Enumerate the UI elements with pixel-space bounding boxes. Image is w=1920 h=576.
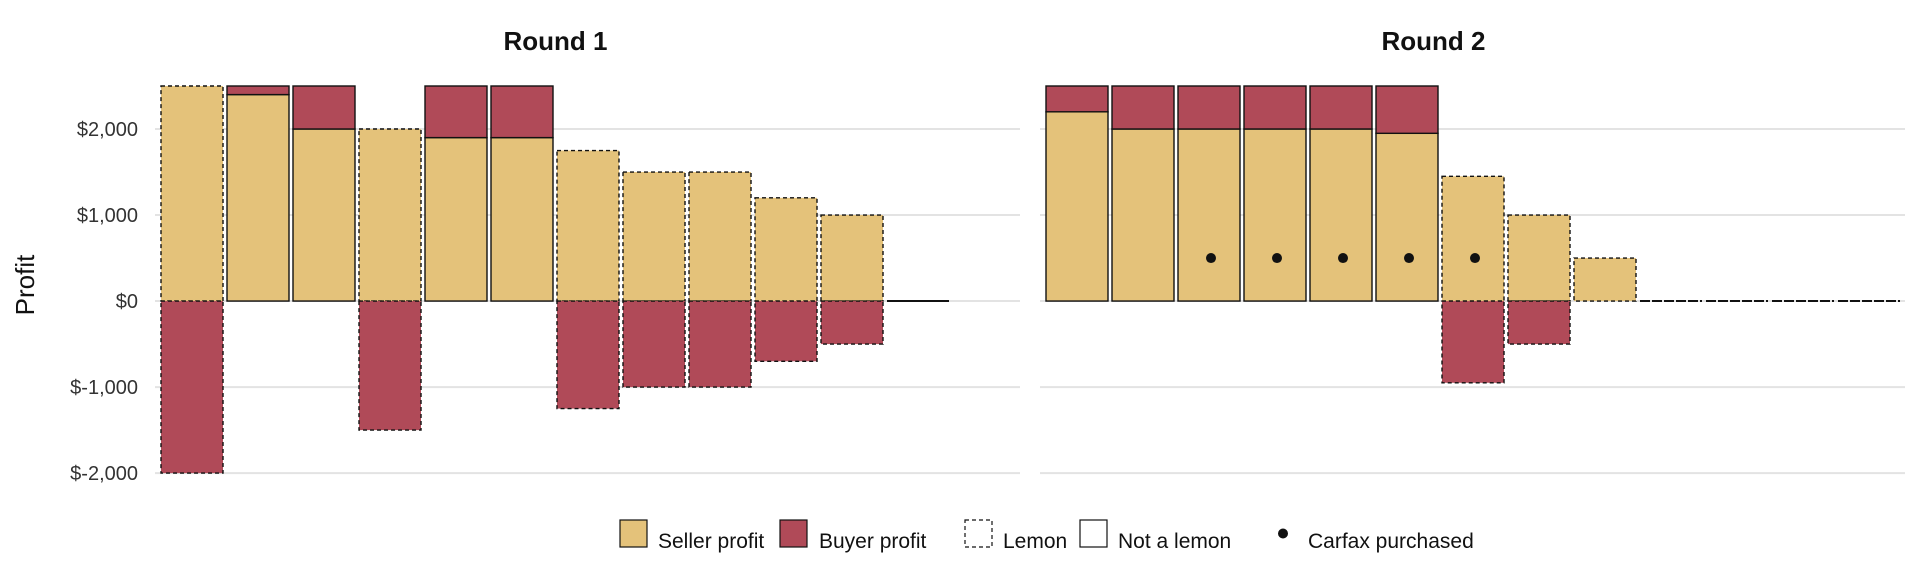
- panel-title: Round 2: [1382, 26, 1486, 56]
- seller-profit-bar: [820, 214, 884, 302]
- seller-profit-bar: [490, 136, 554, 302]
- legend-swatch-seller: [619, 519, 648, 548]
- seller-profit-bar: [160, 85, 224, 302]
- buyer-profit-bar: [820, 300, 884, 345]
- y-axis-title: Profit: [10, 254, 40, 315]
- seller-profit-bar: [358, 128, 422, 302]
- buyer-profit-bar: [490, 85, 554, 139]
- legend-label-carfax: Carfax purchased: [1308, 530, 1474, 553]
- seller-profit-bar: [1441, 175, 1505, 302]
- carfax-dot: [1470, 253, 1480, 264]
- legend-carfax-dot: [1278, 528, 1288, 539]
- buyer-profit-bar: [754, 300, 818, 362]
- legend-swatch-not-lemon: [1079, 519, 1108, 548]
- seller-profit-bar: [556, 149, 620, 302]
- buyer-profit-bar: [1111, 85, 1175, 130]
- seller-profit-bar: [1507, 214, 1571, 302]
- buyer-profit-bar: [160, 300, 224, 474]
- buyer-profit-bar: [424, 85, 488, 139]
- carfax-dot: [1338, 253, 1348, 264]
- y-axis: Profit $-2,000 $-1,000 $0 $1,000 $2,000: [10, 119, 138, 485]
- buyer-profit-bar: [1045, 85, 1109, 113]
- buyer-profit-bar: [688, 300, 752, 388]
- y-tick-label: $-1,000: [70, 377, 138, 399]
- seller-profit-bar: [226, 93, 290, 302]
- seller-profit-bar: [688, 171, 752, 302]
- panel-2: Round 2: [1040, 26, 1905, 475]
- panel-title: Round 1: [504, 26, 608, 56]
- buyer-profit-bar: [556, 300, 620, 410]
- seller-profit-bar: [1243, 128, 1307, 302]
- buyer-profit-bar: [1243, 85, 1307, 130]
- carfax-dot: [1404, 253, 1414, 264]
- panels: Round 1 Round 2: [155, 26, 1905, 475]
- buyer-profit-bar: [622, 300, 686, 388]
- seller-profit-bar: [622, 171, 686, 302]
- seller-profit-bar: [1573, 257, 1637, 302]
- seller-profit-bar: [754, 197, 818, 302]
- legend-label-seller: Seller profit: [658, 530, 764, 553]
- buyer-profit-bar: [358, 300, 422, 431]
- y-tick-label: $1,000: [77, 205, 138, 227]
- y-tick-label: $-2,000: [70, 463, 138, 485]
- seller-profit-bar: [292, 128, 356, 302]
- seller-profit-bar: [1177, 128, 1241, 302]
- buyer-profit-bar: [1375, 85, 1439, 135]
- legend-swatch-buyer: [779, 519, 808, 548]
- legend-label-lemon: Lemon: [1003, 530, 1067, 553]
- carfax-dot: [1272, 253, 1282, 264]
- panel-1: Round 1: [155, 26, 1020, 475]
- seller-profit-bar: [1111, 128, 1175, 302]
- seller-profit-bar: [1309, 128, 1373, 302]
- seller-profit-bar: [1375, 132, 1439, 302]
- carfax-dot: [1206, 253, 1216, 264]
- seller-profit-bar: [1045, 111, 1109, 302]
- buyer-profit-bar: [1177, 85, 1241, 130]
- legend-label-not-lemon: Not a lemon: [1118, 530, 1231, 553]
- y-tick-label: $2,000: [77, 119, 138, 141]
- y-tick-label: $0: [116, 291, 138, 313]
- legend-swatch-lemon: [964, 519, 993, 548]
- legend-label-buyer: Buyer profit: [819, 530, 927, 553]
- buyer-profit-bar: [226, 85, 290, 96]
- seller-profit-bar: [424, 136, 488, 302]
- buyer-profit-bar: [1507, 300, 1571, 345]
- legend: Seller profit Buyer profit Lemon Not a lemo…: [619, 519, 1474, 553]
- buyer-profit-bar: [1441, 300, 1505, 384]
- buyer-profit-bar: [1309, 85, 1373, 130]
- buyer-profit-bar: [292, 85, 356, 130]
